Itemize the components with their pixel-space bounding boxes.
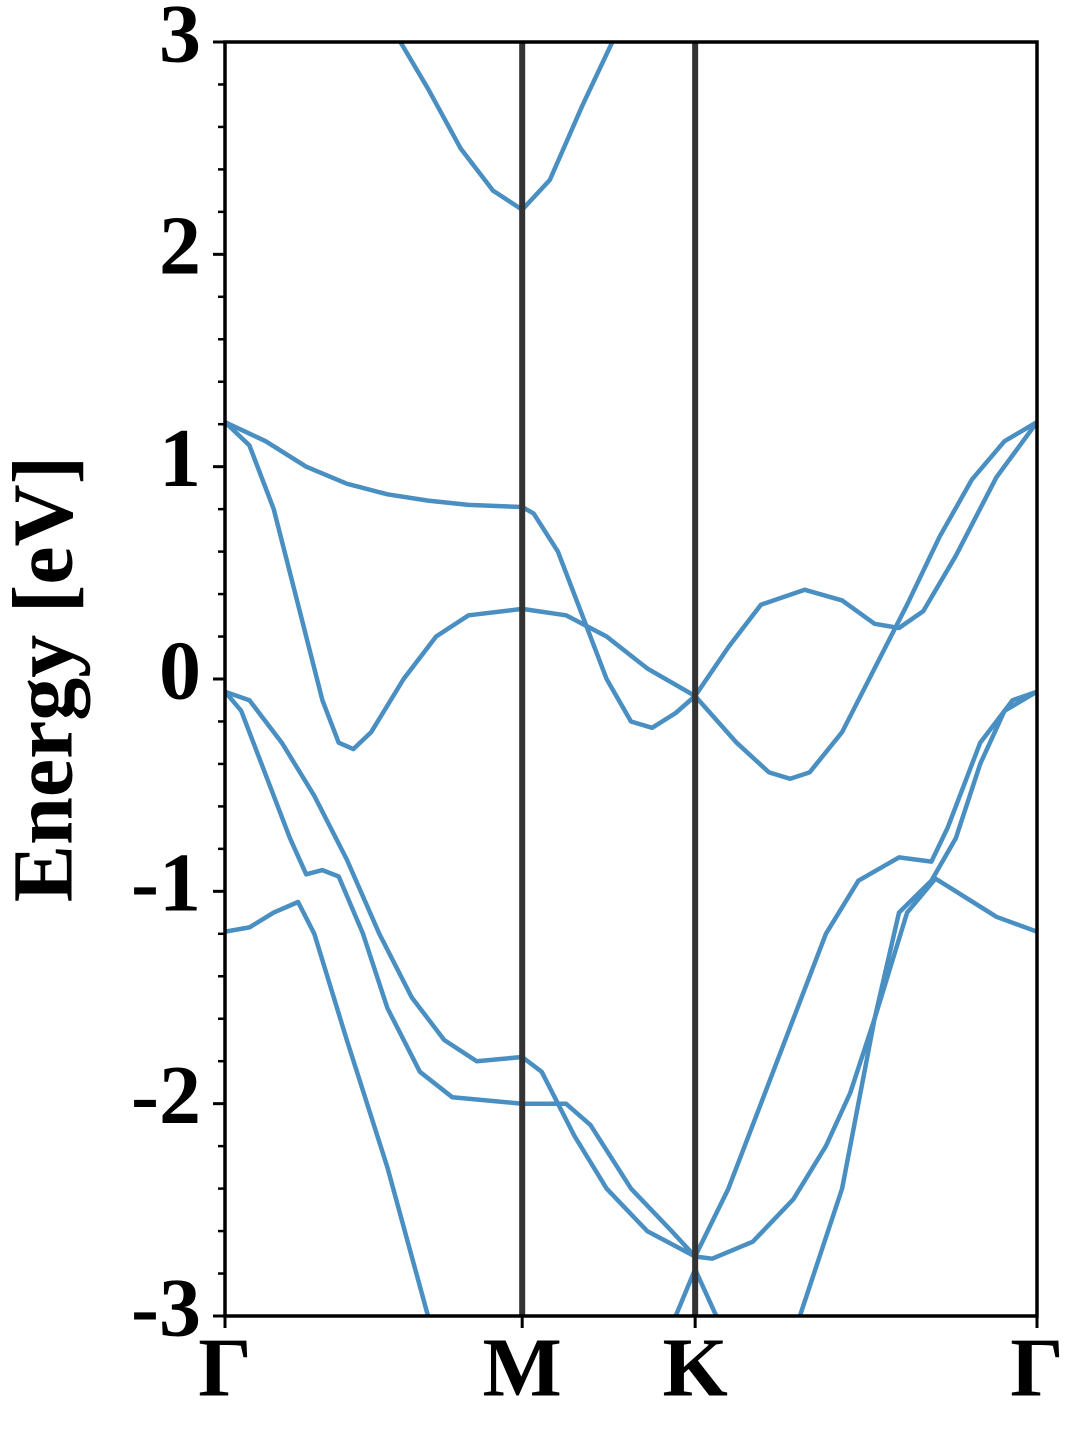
bands [225,42,1037,1316]
y-tick-label: 1 [159,412,201,505]
x-tick-label: Γ [1010,1321,1063,1414]
y-tick-label: 3 [159,0,201,80]
band-line [225,420,1037,782]
band-line [225,689,1037,1261]
band-line [225,899,431,1316]
band-line [225,689,1037,1259]
y-tick-label: 0 [159,624,201,717]
plot-frame [223,40,1039,1318]
y-tick-label: -2 [131,1049,201,1142]
band-line [797,876,1037,1316]
y-tick-label: -1 [131,837,201,930]
x-tick-label: Γ [198,1321,251,1414]
x-tick-label: K [662,1321,727,1414]
x-tick-label: M [483,1321,562,1414]
y-tick-label: 2 [159,200,201,293]
band-line [398,42,615,212]
y-tick-label: -3 [131,1261,201,1354]
band-line [225,420,1037,731]
y-axis-label: Energy [eV] [0,456,91,903]
